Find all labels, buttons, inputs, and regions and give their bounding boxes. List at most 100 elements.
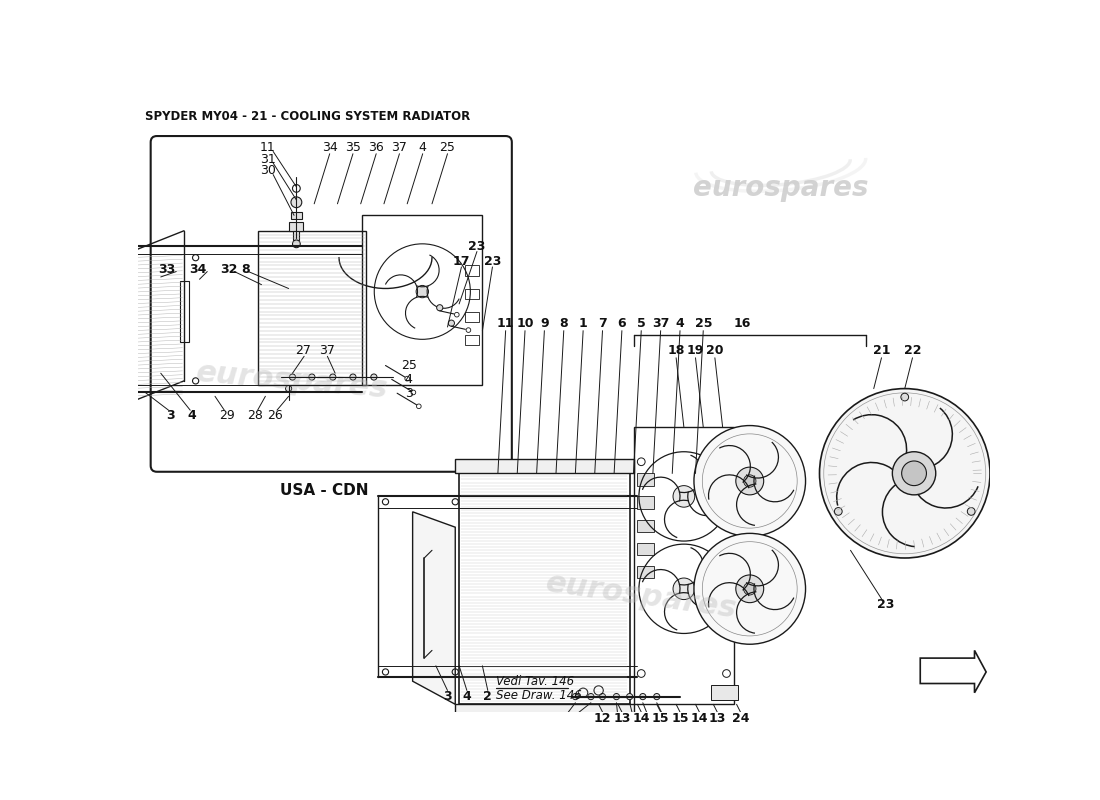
Text: 12: 12 — [594, 712, 612, 725]
Text: 22: 22 — [904, 344, 922, 357]
Text: 11: 11 — [260, 141, 276, 154]
Bar — [637, 496, 653, 509]
Circle shape — [673, 486, 695, 507]
Bar — [465, 334, 480, 346]
Bar — [180, 281, 189, 342]
Text: 4: 4 — [462, 690, 471, 703]
Polygon shape — [412, 512, 455, 704]
Text: 18: 18 — [668, 344, 685, 357]
Text: 20: 20 — [706, 344, 724, 357]
Text: 23: 23 — [877, 598, 894, 610]
Circle shape — [902, 461, 926, 486]
Text: Vedi Tav. 146: Vedi Tav. 146 — [495, 674, 574, 688]
Text: 14: 14 — [691, 712, 708, 725]
Bar — [634, 427, 735, 704]
Text: 29: 29 — [219, 409, 234, 422]
Circle shape — [640, 694, 646, 700]
Text: 14: 14 — [632, 712, 650, 725]
Circle shape — [330, 374, 336, 380]
Text: 8: 8 — [560, 317, 568, 330]
Text: 7: 7 — [598, 317, 607, 330]
Circle shape — [744, 475, 756, 487]
Text: 28: 28 — [248, 409, 263, 422]
Circle shape — [820, 389, 990, 558]
Text: See Draw. 146: See Draw. 146 — [495, 689, 581, 702]
Circle shape — [293, 240, 300, 248]
Text: 4: 4 — [187, 409, 196, 422]
Text: USA - CDN: USA - CDN — [280, 482, 368, 498]
Circle shape — [449, 320, 454, 326]
Circle shape — [653, 694, 660, 700]
Text: eurospares: eurospares — [693, 174, 869, 202]
Circle shape — [901, 394, 909, 401]
Text: 9: 9 — [540, 317, 549, 330]
Text: eurospares: eurospares — [543, 569, 739, 624]
Circle shape — [437, 305, 443, 311]
Text: 19: 19 — [686, 344, 704, 357]
Text: 23: 23 — [484, 255, 502, 268]
Bar — [362, 215, 483, 385]
Circle shape — [286, 386, 292, 392]
Circle shape — [736, 467, 763, 495]
Text: 25: 25 — [694, 317, 712, 330]
Text: 25: 25 — [440, 141, 455, 154]
Circle shape — [572, 694, 579, 700]
Text: 30: 30 — [260, 164, 276, 177]
Text: 33: 33 — [158, 262, 176, 276]
Circle shape — [736, 575, 763, 602]
Bar — [465, 289, 480, 299]
Text: 35: 35 — [345, 141, 361, 154]
Circle shape — [967, 507, 975, 515]
Text: 4: 4 — [675, 317, 684, 330]
Text: 36: 36 — [368, 141, 384, 154]
Text: 1: 1 — [579, 317, 587, 330]
Text: 15: 15 — [671, 712, 689, 725]
Circle shape — [371, 374, 377, 380]
Circle shape — [289, 374, 296, 380]
Text: 16: 16 — [734, 317, 750, 330]
Bar — [465, 312, 480, 322]
Text: 26: 26 — [267, 409, 284, 422]
Bar — [637, 474, 653, 486]
Text: 37: 37 — [392, 141, 407, 154]
Text: 13: 13 — [613, 712, 630, 725]
Text: 3: 3 — [166, 409, 175, 422]
Text: 5: 5 — [637, 317, 646, 330]
Text: 4: 4 — [419, 141, 427, 154]
Text: 2: 2 — [483, 690, 492, 703]
Text: 37: 37 — [652, 317, 669, 330]
Circle shape — [309, 374, 315, 380]
Text: 21: 21 — [872, 344, 890, 357]
Text: 3: 3 — [405, 386, 412, 400]
Text: 37: 37 — [319, 344, 336, 357]
Circle shape — [835, 507, 843, 515]
Bar — [637, 542, 653, 555]
Circle shape — [290, 197, 301, 208]
Circle shape — [673, 578, 695, 599]
Circle shape — [627, 694, 632, 700]
Circle shape — [416, 286, 429, 298]
Text: 4: 4 — [405, 373, 412, 386]
Bar — [257, 230, 366, 385]
Text: 23: 23 — [469, 240, 485, 253]
Text: 25: 25 — [400, 359, 417, 372]
Bar — [289, 222, 304, 230]
Text: 34: 34 — [322, 141, 338, 154]
Text: 6: 6 — [617, 317, 626, 330]
Bar — [455, 704, 634, 718]
Circle shape — [587, 694, 594, 700]
Text: 32: 32 — [220, 262, 238, 276]
Text: 17: 17 — [453, 255, 470, 268]
Text: 31: 31 — [260, 153, 276, 166]
Text: 10: 10 — [516, 317, 534, 330]
Bar — [459, 474, 629, 704]
Bar — [711, 685, 738, 701]
Bar — [455, 459, 634, 474]
Bar — [637, 566, 653, 578]
Circle shape — [892, 452, 936, 495]
Bar — [465, 266, 480, 276]
Polygon shape — [921, 650, 986, 693]
Bar — [292, 211, 301, 219]
Circle shape — [694, 426, 805, 537]
Text: 11: 11 — [497, 317, 515, 330]
